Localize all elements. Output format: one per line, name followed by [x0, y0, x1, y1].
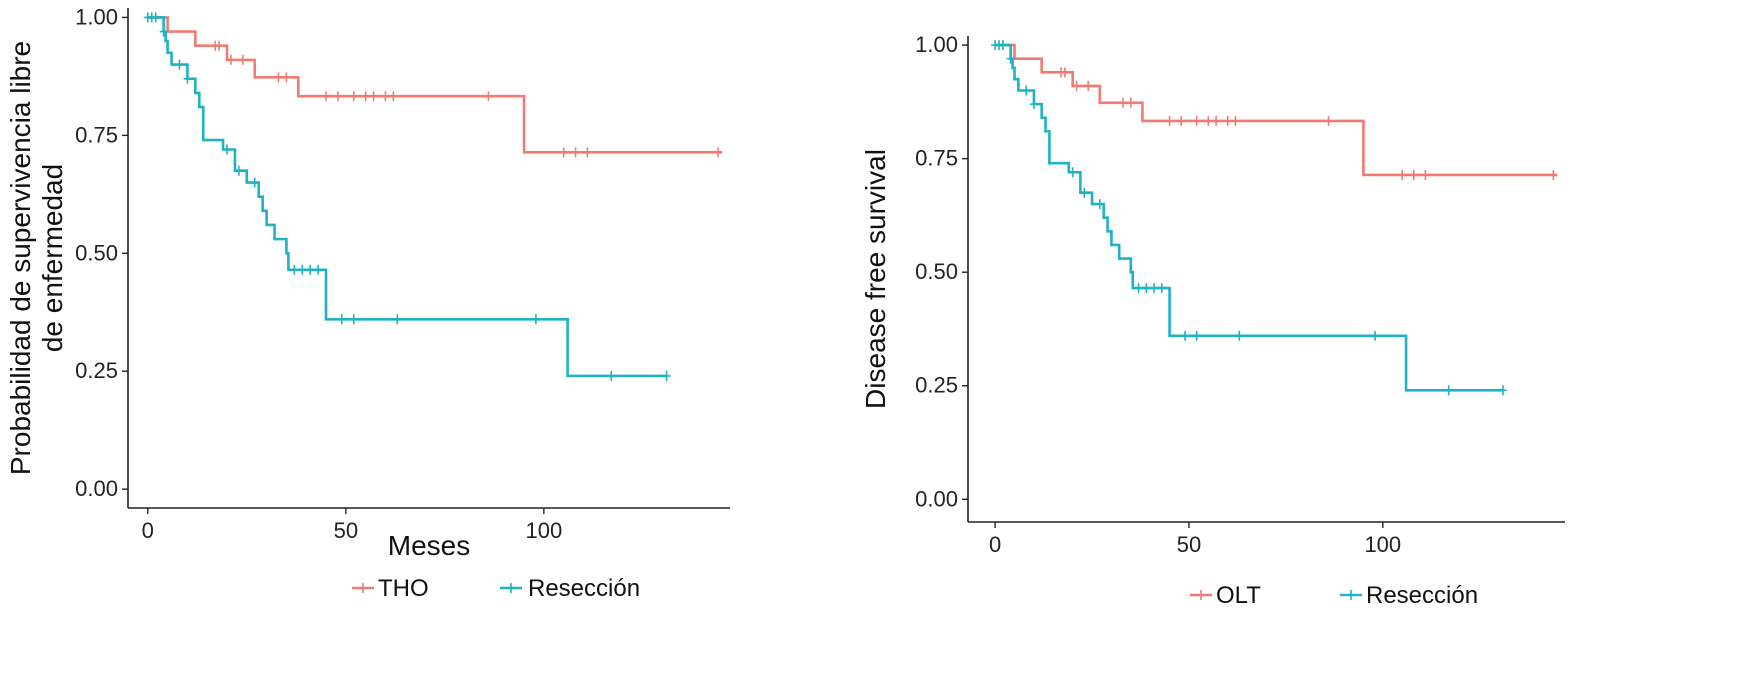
- survival-curve-resección: [995, 43, 1503, 392]
- legend-label: OLT: [1216, 582, 1261, 609]
- y-axis-label: de enfermedad: [37, 164, 68, 352]
- y-tick-label: 0.75: [915, 146, 958, 171]
- x-tick-label: 100: [525, 518, 562, 543]
- legend-label: Resección: [1366, 582, 1478, 609]
- y-axis-label: Probabilidad de supervivencia libre: [5, 41, 36, 475]
- y-tick-label: 1.00: [75, 4, 118, 29]
- chart-panel-1: 0.00 0.25 0.50 0.75 1.00 0 50 100 Meses Probabili…: [5, 4, 730, 602]
- y-tick-label: 0.75: [75, 122, 118, 147]
- x-tick-label: 50: [1177, 532, 1201, 557]
- chart-panel-2: 0.00 0.25 0.50 0.75 1.00 0 50 100 Disease free s…: [860, 32, 1565, 609]
- survival-curve-resección: [147, 16, 667, 378]
- y-axis-label: Disease free survival: [860, 149, 891, 409]
- y-tick-label: 0.50: [915, 259, 958, 284]
- x-tick-label: 100: [1364, 532, 1401, 557]
- x-tick-label: 0: [142, 518, 154, 543]
- x-axis-label: Meses: [388, 530, 470, 561]
- y-tick-label: 0.00: [915, 486, 958, 511]
- legend-label: Resección: [528, 575, 640, 602]
- x-tick-label: 50: [334, 518, 358, 543]
- y-tick-label: 0.25: [915, 373, 958, 398]
- y-tick-label: 1.00: [915, 32, 958, 57]
- survival-curve-olt: [995, 43, 1558, 177]
- x-tick-label: 0: [989, 532, 1001, 557]
- y-tick-label: 0.50: [75, 240, 118, 265]
- survival-curve-tho: [147, 16, 723, 154]
- legend-label: THO: [378, 575, 429, 602]
- y-tick-label: 0.00: [75, 476, 118, 501]
- y-tick-label: 0.25: [75, 358, 118, 383]
